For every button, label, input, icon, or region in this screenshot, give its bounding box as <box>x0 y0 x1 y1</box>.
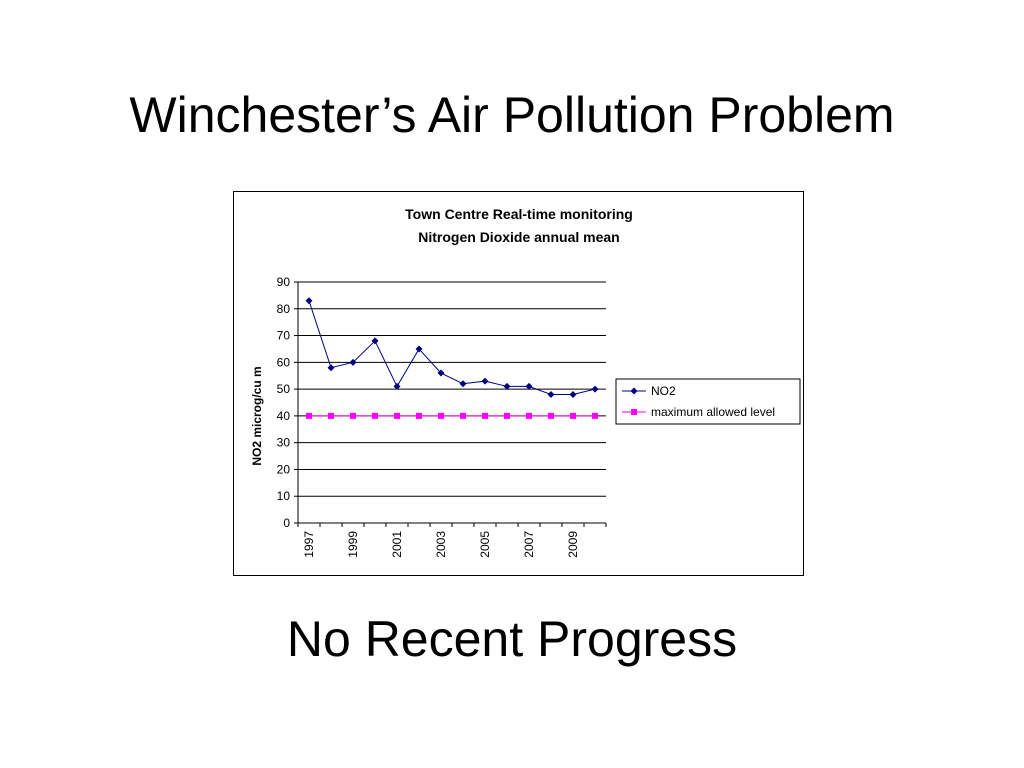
legend-label-no2: NO2 <box>651 384 676 398</box>
x-tick-label: 2009 <box>566 531 580 558</box>
y-tick-label: 90 <box>277 275 291 289</box>
y-tick-label: 10 <box>277 489 291 503</box>
y-tick-label: 50 <box>277 382 291 396</box>
slide-title: Winchester’s Air Pollution Problem <box>129 87 895 143</box>
data-point-maximum-allowed-level <box>526 412 532 419</box>
chart-title-line1: Town Centre Real-time monitoring <box>405 206 633 222</box>
data-point-maximum-allowed-level <box>460 412 466 419</box>
data-point-maximum-allowed-level <box>328 412 334 419</box>
data-point-no2 <box>459 380 467 388</box>
data-point-no2 <box>481 377 489 385</box>
x-tick-label: 2007 <box>522 531 536 558</box>
data-point-no2 <box>393 382 401 390</box>
chart-svg: Town Centre Real-time monitoring Nitroge… <box>233 191 804 576</box>
data-point-maximum-allowed-level <box>504 412 510 419</box>
data-point-no2 <box>327 364 335 372</box>
data-point-maximum-allowed-level <box>592 412 598 419</box>
data-point-no2 <box>591 385 599 393</box>
data-point-maximum-allowed-level <box>372 412 378 419</box>
x-tick-label: 1997 <box>302 531 316 558</box>
data-point-maximum-allowed-level <box>482 412 488 419</box>
y-tick-label: 40 <box>277 409 291 423</box>
data-point-no2 <box>547 390 555 398</box>
x-tick-label: 2003 <box>434 531 448 558</box>
slide-subtitle: No Recent Progress <box>286 611 738 667</box>
data-point-maximum-allowed-level <box>306 412 312 419</box>
x-tick-label: 2001 <box>390 531 404 558</box>
y-axis-title: NO2 microg/cu m <box>250 366 264 465</box>
data-point-no2 <box>371 337 379 345</box>
legend-marker-no2 <box>630 387 638 395</box>
series-line-no2 <box>308 300 596 395</box>
chart-title-line2: Nitrogen Dioxide annual mean <box>418 229 619 245</box>
data-point-no2 <box>305 297 313 305</box>
data-point-no2 <box>525 382 533 390</box>
y-tick-label: 60 <box>277 355 291 369</box>
y-tick-label: 80 <box>277 302 291 316</box>
y-tick-label: 0 <box>283 516 290 530</box>
data-point-no2 <box>503 382 511 390</box>
legend-label-maximum-allowed-level: maximum allowed level <box>651 405 775 419</box>
data-point-maximum-allowed-level <box>394 412 400 419</box>
x-tick-label: 2005 <box>478 531 492 558</box>
data-point-no2 <box>349 358 357 366</box>
data-point-maximum-allowed-level <box>548 412 554 419</box>
data-point-no2 <box>415 345 423 353</box>
plot-area: 0 10 20 30 40 50 60 70 80 90 1997 1999 2001 2003 2005 2… <box>277 275 607 558</box>
legend-marker-maximum-allowed-level <box>631 409 637 415</box>
data-point-maximum-allowed-level <box>416 412 422 419</box>
y-tick-label: 20 <box>277 462 291 476</box>
y-tick-label: 30 <box>277 436 291 450</box>
legend-box <box>615 378 801 425</box>
data-point-no2 <box>569 390 577 398</box>
data-point-maximum-allowed-level <box>438 412 444 419</box>
chart-legend: NO2 maximum allowed level <box>615 378 801 425</box>
chart-frame: Town Centre Real-time monitoring Nitroge… <box>233 191 804 576</box>
data-point-maximum-allowed-level <box>350 412 356 419</box>
x-tick-label: 1999 <box>346 531 360 558</box>
data-point-maximum-allowed-level <box>570 412 576 419</box>
data-point-no2 <box>437 369 445 377</box>
y-tick-label: 70 <box>277 329 291 343</box>
